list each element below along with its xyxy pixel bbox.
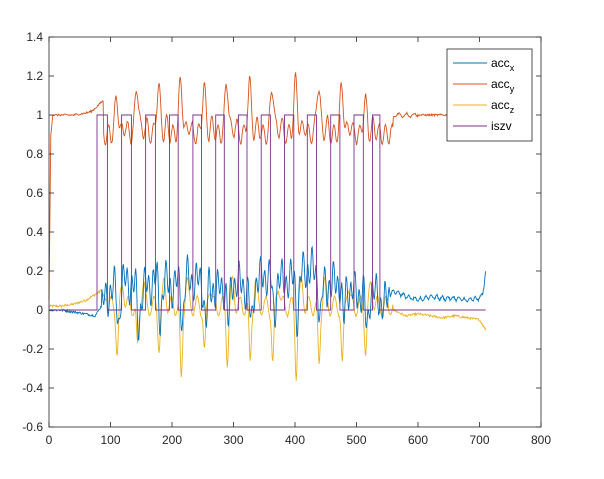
x-tick-label: 500 xyxy=(346,433,366,447)
x-tick-label: 400 xyxy=(285,433,305,447)
y-tick-label: 0.4 xyxy=(26,225,43,239)
y-tick-label: 0.2 xyxy=(26,264,43,278)
y-tick-label: 0 xyxy=(36,303,43,317)
y-tick-label: 0.8 xyxy=(26,147,43,161)
y-tick-label: 1.4 xyxy=(26,30,43,44)
y-tick-label: -0.6 xyxy=(22,420,43,434)
x-tick-label: 200 xyxy=(162,433,182,447)
x-tick-label: 300 xyxy=(223,433,243,447)
legend-label: accx xyxy=(491,56,515,73)
legend-label: accy xyxy=(491,77,515,94)
series-layer xyxy=(48,72,487,381)
y-tick-label: 0.6 xyxy=(26,186,43,200)
legend-label: iszv xyxy=(491,119,512,133)
legend-label: accz xyxy=(491,98,515,115)
y-tick-label: -0.4 xyxy=(22,381,43,395)
series-line-iszv xyxy=(49,114,486,311)
x-tick-label: 100 xyxy=(100,433,120,447)
y-tick-label: 1 xyxy=(36,108,43,122)
x-tick-label: 0 xyxy=(46,433,53,447)
y-tick-label: -0.2 xyxy=(22,342,43,356)
x-tick-label: 700 xyxy=(469,433,489,447)
x-tick-label: 800 xyxy=(531,433,551,447)
ticks-layer: 0 100 200 300 400 500 600 700 800 -0.6 -0.4 -0.2 0 0.… xyxy=(22,30,551,447)
y-tick-label: 1.2 xyxy=(26,69,43,83)
x-tick-label: 600 xyxy=(408,433,428,447)
legend: accx accy accz iszv xyxy=(446,48,533,142)
